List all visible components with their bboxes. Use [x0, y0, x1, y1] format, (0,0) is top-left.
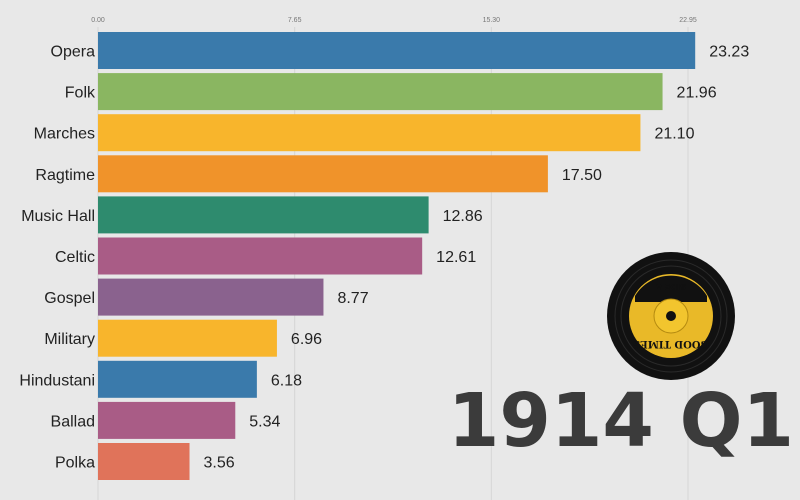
value-label: 12.61 [436, 249, 476, 266]
category-label: Ragtime [35, 167, 95, 184]
value-label: 6.18 [271, 372, 302, 389]
category-label: Ballad [51, 413, 95, 430]
value-label: 17.50 [562, 167, 602, 184]
value-label: 3.56 [204, 455, 235, 472]
vinyl-record-icon: SIDE A GOOD TIMES [607, 252, 735, 380]
value-label: 12.86 [443, 208, 483, 225]
svg-text:GOOD TIMES: GOOD TIMES [633, 338, 709, 349]
category-label: Music Hall [21, 208, 95, 225]
bar-polka [98, 443, 190, 480]
category-label: Celtic [55, 249, 95, 266]
value-label: 5.34 [249, 413, 280, 430]
category-label: Hindustani [19, 372, 95, 389]
category-label: Gospel [44, 290, 95, 307]
category-label: Military [44, 331, 95, 348]
value-label: 6.96 [291, 331, 322, 348]
x-tick-label: 7.65 [288, 17, 302, 24]
value-label: 21.96 [677, 85, 717, 102]
bar-military [98, 319, 277, 357]
bar-hindustani [98, 360, 257, 398]
value-label: 8.77 [337, 290, 368, 307]
period-label: 1914 Q1 [447, 378, 794, 464]
bar-ragtime [98, 155, 548, 193]
bar-celtic [98, 237, 423, 275]
value-label: 21.10 [654, 126, 694, 143]
x-tick-label: 22.95 [679, 17, 697, 24]
bar-marches [98, 114, 641, 152]
x-tick-label: 15.30 [483, 17, 501, 24]
category-label: Marches [34, 126, 95, 143]
svg-text:SIDE A: SIDE A [655, 282, 686, 291]
category-label: Folk [65, 85, 96, 102]
category-label: Polka [55, 455, 95, 472]
x-tick-label: 0.00 [91, 17, 105, 24]
bar-folk [98, 73, 663, 111]
bar-music-hall [98, 196, 429, 234]
bar-opera [98, 32, 696, 69]
bar-ballad [98, 401, 236, 439]
bar-gospel [98, 278, 324, 316]
category-label: Opera [51, 44, 96, 61]
value-label: 23.23 [709, 44, 749, 61]
